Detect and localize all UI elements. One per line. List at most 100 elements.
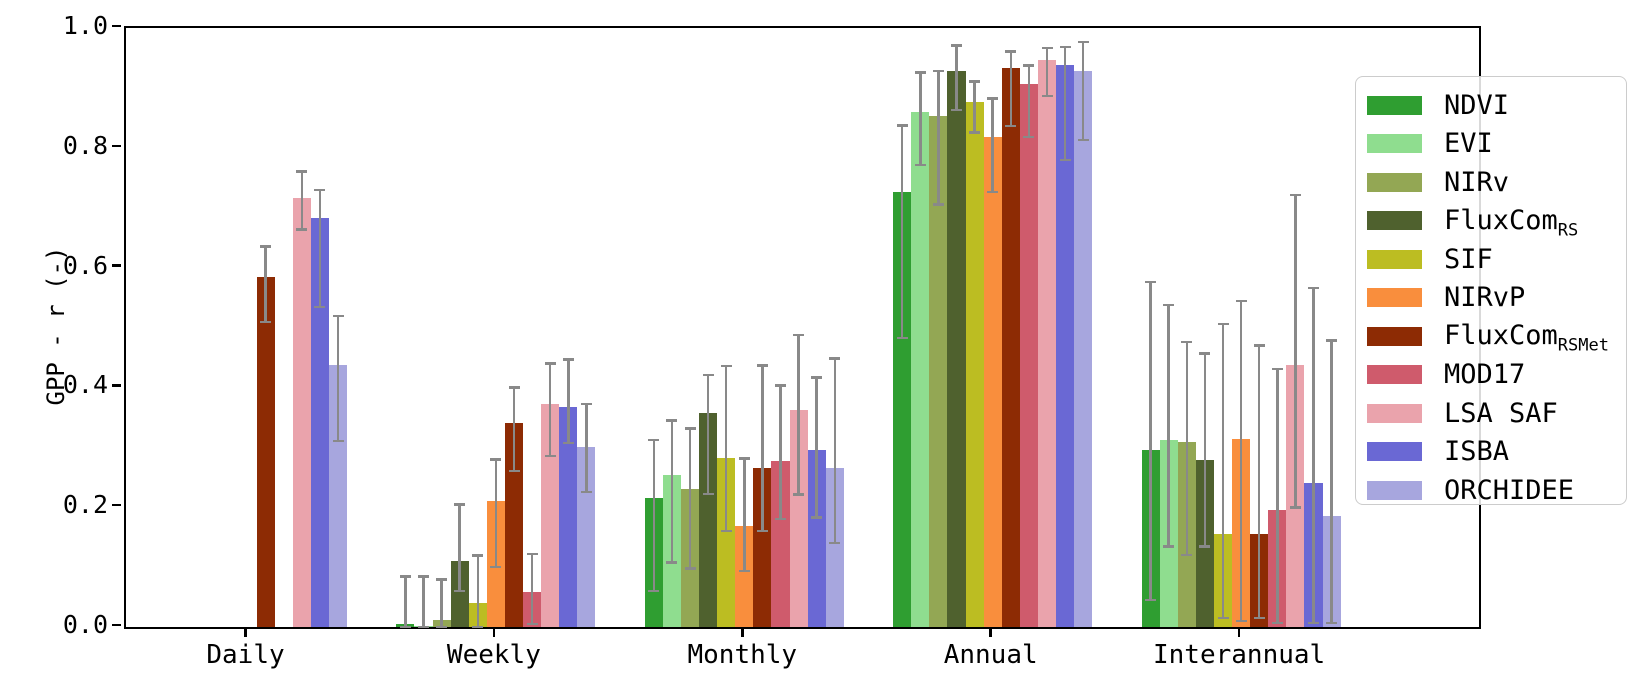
error-bar-orchidee-interannual-cap-top bbox=[1326, 339, 1338, 342]
legend-label-subscript-fluxcom-rsmet: RSMet bbox=[1557, 335, 1609, 356]
error-bar-isba-annual-cap-top bbox=[1059, 45, 1071, 49]
error-bar-sif-annual-cap-bottom bbox=[969, 131, 981, 134]
legend-item-isba: ISBA bbox=[1367, 433, 1626, 472]
error-bar-nirvp-monthly-cap-top bbox=[738, 457, 750, 460]
x-tick-label-weekly: Weekly bbox=[446, 640, 541, 670]
error-bar-fluxcom-rs-monthly bbox=[706, 374, 710, 494]
bar-evi-annual bbox=[911, 111, 930, 627]
error-bar-isba-annual-cap-bottom bbox=[1059, 158, 1071, 162]
error-bar-fluxcom-rsmet-interannual bbox=[1257, 345, 1261, 618]
error-bar-sif-interannual-cap-top bbox=[1217, 322, 1229, 326]
error-bar-ndvi-weekly bbox=[404, 576, 407, 627]
error-bar-orchidee-monthly bbox=[833, 358, 837, 544]
error-bar-fluxcom-rs-weekly-cap-bottom bbox=[454, 589, 466, 593]
bar-isba-annual bbox=[1056, 64, 1075, 627]
error-bar-lsa-saf-monthly-cap-top bbox=[793, 333, 805, 337]
error-bar-fluxcom-rs-monthly-cap-bottom bbox=[702, 492, 714, 496]
legend-item-fluxcom-rsmet: FluxComRSMet bbox=[1367, 317, 1626, 356]
error-bar-ndvi-monthly-cap-bottom bbox=[648, 589, 660, 593]
error-bar-orchidee-interannual bbox=[1330, 340, 1333, 624]
y-tick-0.6 bbox=[112, 264, 121, 267]
bar-lsa-saf-annual bbox=[1037, 60, 1057, 627]
error-bar-orchidee-weekly bbox=[585, 403, 588, 493]
error-bar-mod17-interannual bbox=[1276, 368, 1279, 624]
error-bar-nirv-monthly bbox=[688, 428, 692, 569]
y-tick-label-0.8: 0.8 bbox=[62, 130, 108, 160]
error-bar-mod17-weekly-cap-top bbox=[526, 552, 538, 556]
x-tick-annual bbox=[989, 628, 992, 637]
error-bar-orchidee-annual-cap-top bbox=[1077, 40, 1089, 44]
bar-mod17-annual bbox=[1019, 84, 1038, 627]
error-bar-orchidee-interannual-cap-bottom bbox=[1326, 621, 1338, 625]
error-bar-orchidee-daily-cap-bottom bbox=[332, 439, 344, 443]
error-bar-evi-interannual bbox=[1167, 304, 1170, 547]
y-tick-0.4 bbox=[112, 384, 121, 387]
error-bar-fluxcom-rsmet-interannual-cap-bottom bbox=[1253, 616, 1265, 619]
error-bar-nirvp-weekly bbox=[494, 459, 498, 568]
error-bar-isba-weekly-cap-bottom bbox=[562, 441, 574, 445]
legend-item-fluxcom-rs: FluxComRS bbox=[1367, 202, 1626, 241]
error-bar-isba-monthly-cap-bottom bbox=[811, 516, 823, 519]
legend-swatch-isba bbox=[1367, 442, 1422, 462]
plot-area bbox=[124, 26, 1481, 629]
error-bar-fluxcom-rsmet-weekly-cap-top bbox=[508, 386, 520, 389]
x-tick-label-annual: Annual bbox=[943, 640, 1038, 670]
y-tick-label-0.2: 0.2 bbox=[62, 490, 108, 520]
bar-lsa-saf-monthly bbox=[789, 409, 808, 627]
error-bar-fluxcom-rsmet-daily-cap-top bbox=[260, 245, 272, 248]
error-bar-sif-weekly bbox=[476, 555, 480, 627]
error-bar-lsa-saf-interannual bbox=[1294, 194, 1297, 508]
legend-swatch-nirv bbox=[1367, 172, 1422, 192]
error-bar-sif-monthly-cap-top bbox=[720, 364, 732, 368]
error-bar-evi-annual-cap-top bbox=[914, 71, 926, 74]
y-tick-0.0 bbox=[112, 623, 121, 627]
bar-fluxcom-rs-weekly bbox=[450, 561, 469, 627]
error-bar-orchidee-weekly-cap-top bbox=[580, 402, 592, 406]
x-tick-monthly bbox=[741, 628, 744, 637]
error-bar-fluxcom-rsmet-monthly bbox=[761, 365, 764, 532]
error-bar-lsa-saf-annual bbox=[1045, 47, 1049, 97]
legend-label-nirv: NIRv bbox=[1444, 166, 1510, 198]
bar-sif-annual bbox=[965, 102, 984, 627]
bar-fluxcom-rsmet-daily bbox=[256, 276, 275, 627]
error-bar-isba-daily-cap-top bbox=[314, 188, 326, 192]
bar-orchidee-daily bbox=[328, 365, 348, 627]
legend-item-nirv: NIRv bbox=[1367, 163, 1626, 202]
error-bar-sif-interannual-cap-bottom bbox=[1217, 616, 1229, 619]
error-bar-nirvp-interannual bbox=[1239, 300, 1243, 621]
error-bar-ndvi-annual bbox=[900, 125, 904, 339]
error-bar-lsa-saf-monthly bbox=[797, 334, 800, 495]
bar-nirv-annual bbox=[929, 116, 948, 627]
y-tick-label-1.0: 1.0 bbox=[62, 11, 108, 40]
error-bar-fluxcom-rsmet-annual-cap-bottom bbox=[1005, 124, 1017, 128]
bar-fluxcom-rsmet-annual bbox=[1001, 68, 1020, 627]
error-bar-evi-weekly-cap-bottom bbox=[418, 625, 429, 628]
error-bar-evi-interannual-cap-top bbox=[1163, 303, 1175, 307]
y-tick-0.2 bbox=[112, 503, 121, 507]
error-bar-evi-monthly-cap-top bbox=[666, 419, 678, 422]
legend-item-orchidee: ORCHIDEE bbox=[1367, 471, 1626, 510]
legend-swatch-ndvi bbox=[1367, 95, 1422, 115]
error-bar-fluxcom-rs-weekly bbox=[458, 504, 461, 592]
error-bar-isba-annual bbox=[1063, 46, 1067, 161]
error-bar-mod17-annual-cap-top bbox=[1023, 64, 1035, 67]
error-bar-evi-weekly-cap-top bbox=[418, 575, 429, 578]
error-bar-nirv-annual bbox=[937, 70, 940, 205]
error-bar-fluxcom-rs-annual-cap-bottom bbox=[951, 108, 962, 112]
bar-fluxcom-rsmet-weekly bbox=[504, 423, 524, 627]
error-bar-ndvi-weekly-cap-bottom bbox=[399, 625, 411, 628]
error-bar-sif-monthly bbox=[724, 365, 728, 532]
error-bar-ndvi-interannual bbox=[1149, 281, 1152, 601]
error-bar-nirv-interannual bbox=[1185, 341, 1189, 556]
error-bar-ndvi-annual-cap-bottom bbox=[896, 336, 908, 340]
error-bar-lsa-saf-daily-cap-top bbox=[296, 170, 308, 173]
error-bar-evi-monthly bbox=[670, 420, 674, 563]
error-bar-nirv-weekly bbox=[440, 579, 443, 627]
error-bar-ndvi-weekly-cap-top bbox=[399, 575, 411, 578]
legend-swatch-mod17 bbox=[1367, 365, 1422, 385]
legend-label-ndvi: NDVI bbox=[1444, 89, 1510, 121]
error-bar-sif-monthly-cap-bottom bbox=[720, 529, 732, 533]
error-bar-orchidee-annual bbox=[1081, 41, 1085, 140]
error-bar-lsa-saf-daily bbox=[300, 171, 304, 230]
error-bar-nirv-weekly-cap-top bbox=[436, 578, 448, 581]
